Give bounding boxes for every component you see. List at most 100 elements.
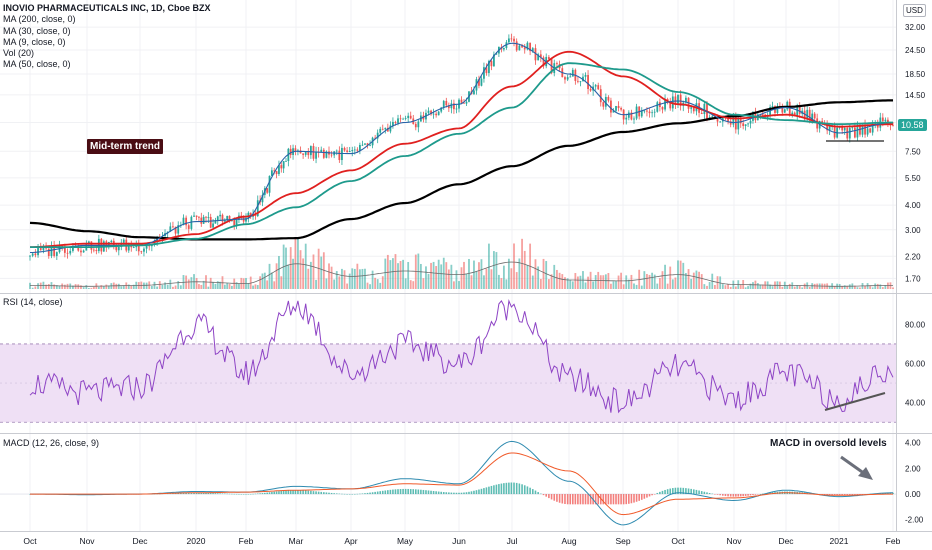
candle-body	[376, 132, 379, 139]
macd-hist-bar	[854, 494, 856, 495]
candle-body	[744, 124, 747, 126]
candle-body	[198, 216, 200, 218]
volume-bar	[788, 283, 791, 289]
volume-bar	[333, 279, 336, 289]
volume-bar	[587, 276, 589, 289]
macd-hist-bar	[510, 482, 513, 495]
volume-bar	[153, 281, 156, 289]
macd-hist-bar	[448, 492, 450, 495]
macd-hist-bar	[679, 487, 682, 495]
candle-body	[285, 161, 287, 162]
candle-body	[278, 165, 280, 175]
candle-body	[320, 149, 323, 153]
macd-hist-bar	[635, 494, 638, 502]
volume-ma-line	[30, 261, 893, 287]
time-tick-label: Oct	[671, 536, 685, 546]
volume-bar	[507, 258, 510, 289]
volume-bar	[270, 272, 273, 289]
candle-body	[384, 127, 387, 130]
ma30-line	[30, 50, 893, 248]
candle-body	[77, 246, 80, 251]
volume-bar	[846, 286, 849, 289]
volume-bar	[633, 283, 635, 289]
macd-hist-bar	[537, 492, 539, 495]
rsi-divergence-line	[824, 392, 886, 411]
volume-bar	[646, 273, 648, 289]
volume-bar	[132, 284, 135, 289]
candle-body	[137, 243, 140, 252]
time-tick-label: Mar	[289, 536, 304, 546]
volume-bar	[85, 285, 88, 289]
volume-bar	[219, 281, 222, 289]
volume-bar	[309, 261, 312, 289]
price-tick-label: 32.00	[905, 23, 926, 32]
macd-hist-bar	[193, 492, 195, 495]
macd-hist-bar	[407, 488, 409, 495]
volume-bar	[545, 261, 548, 289]
rsi-tick-label: 60.00	[905, 360, 926, 369]
macd-hist-bar	[638, 494, 640, 501]
macd-hist-bar	[364, 493, 366, 495]
legend-ma200: MA (200, close, 0)	[3, 14, 76, 25]
volume-bar	[564, 277, 566, 289]
candle-body	[302, 153, 305, 155]
volume-bar	[744, 287, 747, 289]
candle-body	[513, 38, 515, 42]
volume-bar	[833, 286, 836, 289]
volume-bar	[640, 285, 643, 289]
macd-hist-bar	[550, 494, 553, 500]
volume-bar	[483, 275, 485, 289]
candle-body	[315, 151, 317, 159]
volume-bar	[853, 285, 856, 289]
volume-bar	[473, 260, 475, 289]
candle-body	[110, 240, 113, 242]
macd-hist-bar	[185, 492, 187, 495]
macd-hist-bar	[480, 488, 483, 495]
volume-bar	[793, 286, 796, 289]
macd-hist-bar	[826, 494, 828, 495]
candle-body	[781, 108, 784, 113]
macd-hist-bar	[231, 493, 233, 495]
volume-bar	[145, 282, 148, 289]
candle-body	[727, 117, 729, 122]
candle-body	[671, 96, 674, 109]
candle-body	[664, 99, 666, 110]
candle-body	[576, 80, 579, 82]
volume-bar	[268, 263, 271, 289]
volume-bar	[584, 282, 587, 289]
currency-badge[interactable]: USD	[903, 4, 926, 17]
candle-body	[343, 147, 346, 151]
volume-bar	[72, 285, 74, 289]
candle-body	[537, 54, 540, 61]
candle-body	[721, 116, 724, 122]
volume-bar	[299, 250, 302, 289]
volume-bar	[122, 285, 125, 289]
candle-body	[31, 253, 34, 256]
macd-hist-bar	[470, 491, 473, 495]
volume-bar	[366, 282, 369, 289]
volume-bar	[200, 284, 203, 289]
volume-bar	[622, 284, 625, 289]
volume-bar	[475, 271, 478, 289]
volume-bar	[881, 287, 884, 289]
macd-hist-bar	[221, 493, 224, 495]
candle-body	[447, 105, 450, 109]
volume-bar	[690, 278, 693, 289]
volume-bar	[195, 278, 198, 289]
volume-bar	[651, 272, 654, 289]
moving-averages	[29, 42, 894, 254]
candle-body	[485, 67, 488, 74]
volume-bar	[682, 262, 685, 289]
time-tick-label: Dec	[132, 536, 148, 546]
macd-hist-bar	[521, 484, 523, 495]
macd-hist-bar	[589, 494, 592, 505]
volume-bar	[285, 247, 287, 289]
volume-bar	[233, 278, 236, 289]
macd-hist-bar	[742, 494, 744, 497]
volume-bar	[685, 273, 687, 289]
candle-body	[205, 216, 207, 218]
macd-hist-bar	[402, 488, 404, 495]
volume-bar	[216, 281, 219, 289]
candle-body	[478, 79, 480, 86]
candle-body	[29, 255, 31, 257]
